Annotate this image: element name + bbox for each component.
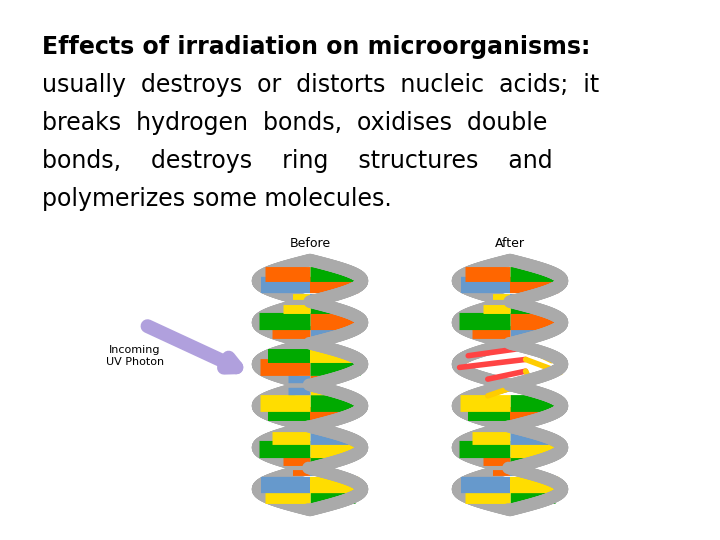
Text: breaks  hydrogen  bonds,  oxidises  double: breaks hydrogen bonds, oxidises double [42, 111, 547, 135]
Text: bonds,    destroys    ring    structures    and: bonds, destroys ring structures and [42, 149, 553, 173]
Text: After: After [495, 237, 525, 250]
Text: Before: Before [289, 237, 330, 250]
Text: Effects of irradiation on microorganisms:: Effects of irradiation on microorganisms… [42, 35, 590, 59]
Text: usually  destroys  or  distorts  nucleic  acids;  it: usually destroys or distorts nucleic aci… [42, 73, 599, 97]
Text: Incoming
UV Photon: Incoming UV Photon [106, 345, 164, 367]
FancyArrowPatch shape [148, 326, 236, 368]
Text: polymerizes some molecules.: polymerizes some molecules. [42, 187, 392, 211]
